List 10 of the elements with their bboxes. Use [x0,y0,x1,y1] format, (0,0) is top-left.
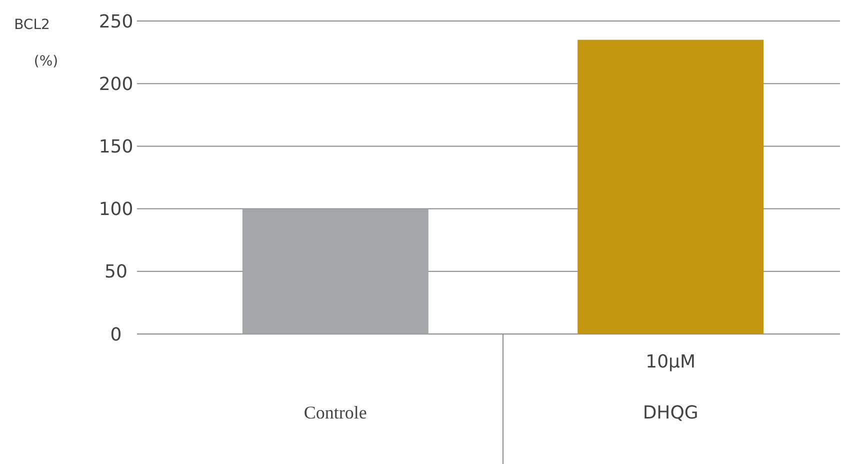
text: 10µM [646,351,696,372]
y-tick-label: 0 [110,324,122,346]
y-tick-label: 200 [98,74,134,95]
y-tick-label: 150 [98,136,134,158]
y-tick-label: 250 [98,11,134,32]
x-tick-label: Controle [304,402,367,422]
x-tick-label: DHQG [642,402,698,424]
text: BCL2 (%) [14,16,58,70]
y-tick-label: 100 [98,199,134,220]
y-tick-label: 50 [104,262,128,283]
